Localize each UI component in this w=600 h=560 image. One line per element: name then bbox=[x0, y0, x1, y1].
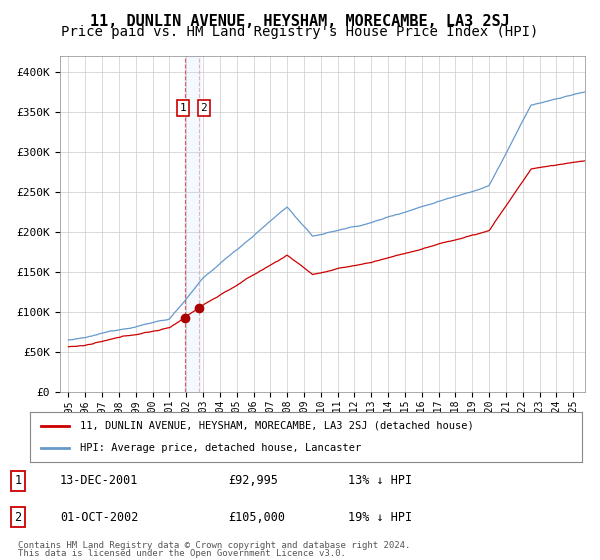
Text: 11, DUNLIN AVENUE, HEYSHAM, MORECAMBE, LA3 2SJ: 11, DUNLIN AVENUE, HEYSHAM, MORECAMBE, L… bbox=[90, 14, 510, 29]
Text: 19% ↓ HPI: 19% ↓ HPI bbox=[348, 511, 412, 524]
Text: 13% ↓ HPI: 13% ↓ HPI bbox=[348, 474, 412, 487]
Text: This data is licensed under the Open Government Licence v3.0.: This data is licensed under the Open Gov… bbox=[18, 549, 346, 558]
Text: £105,000: £105,000 bbox=[228, 511, 285, 524]
Text: Contains HM Land Registry data © Crown copyright and database right 2024.: Contains HM Land Registry data © Crown c… bbox=[18, 541, 410, 550]
Text: 13-DEC-2001: 13-DEC-2001 bbox=[60, 474, 139, 487]
Text: 1: 1 bbox=[179, 103, 187, 113]
Bar bbox=[185, 56, 200, 392]
Text: 11, DUNLIN AVENUE, HEYSHAM, MORECAMBE, LA3 2SJ (detached house): 11, DUNLIN AVENUE, HEYSHAM, MORECAMBE, L… bbox=[80, 421, 473, 431]
Text: 2: 2 bbox=[14, 511, 22, 524]
Text: 01-OCT-2002: 01-OCT-2002 bbox=[60, 511, 139, 524]
Text: 2: 2 bbox=[200, 103, 207, 113]
Text: 1: 1 bbox=[14, 474, 22, 487]
Text: Price paid vs. HM Land Registry's House Price Index (HPI): Price paid vs. HM Land Registry's House … bbox=[61, 25, 539, 39]
Text: £92,995: £92,995 bbox=[228, 474, 278, 487]
Text: HPI: Average price, detached house, Lancaster: HPI: Average price, detached house, Lanc… bbox=[80, 443, 361, 453]
